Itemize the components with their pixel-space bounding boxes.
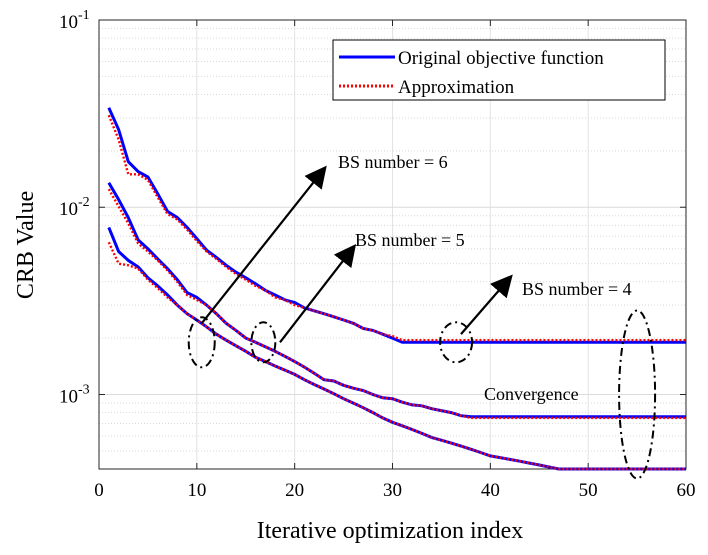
annotations: BS number = 6 BS number = 5 BS number = 4 C… [200,152,632,404]
legend-box [332,39,666,101]
y-tick-label: 10-2 [59,195,90,220]
series-approximation-1 [107,188,686,420]
series-approximation-0 [107,114,686,342]
y-axis-label: CRB Value [13,191,39,299]
annotation-arrow-1 [279,243,357,343]
series-approximation-2 [107,241,686,471]
x-tick-label: 40 [481,480,500,501]
ellipse-marker-0 [187,316,216,369]
x-axis-label: Iterative optimization index [257,518,524,544]
annotation-arrow-0 [200,165,327,324]
ellipse-marker-1 [250,321,277,364]
data-series [107,107,686,471]
x-tick-label: 50 [579,480,598,501]
annotation-label-2: BS number = 4 [522,279,632,299]
ellipse-marker-3 [618,309,657,480]
legend: Original objective function Approximatio… [332,39,666,101]
annotation-label-3: Convergence [484,384,579,404]
series-original-1 [107,182,686,419]
x-tick-label: 0 [94,480,104,501]
x-tick-label: 60 [677,480,696,501]
x-axis-ticks: 0 10 20 30 40 50 60 [94,20,696,501]
y-tick-label: 10-1 [59,8,90,33]
annotation-label-1: BS number = 5 [355,230,465,250]
ellipse-marker-2 [439,321,474,364]
ellipse-markers [187,309,657,480]
legend-label-original: Original objective function [398,48,604,69]
x-tick-label: 20 [285,480,304,501]
y-tick-label: 10-3 [59,382,90,407]
x-tick-label: 30 [383,480,402,501]
x-tick-label: 10 [187,480,206,501]
legend-label-approximation: Approximation [398,77,515,98]
y-axis-ticks: 10-3 10-2 10-1 [59,8,686,407]
annotation-arrow-2 [460,274,513,335]
annotation-label-0: BS number = 6 [338,152,448,172]
